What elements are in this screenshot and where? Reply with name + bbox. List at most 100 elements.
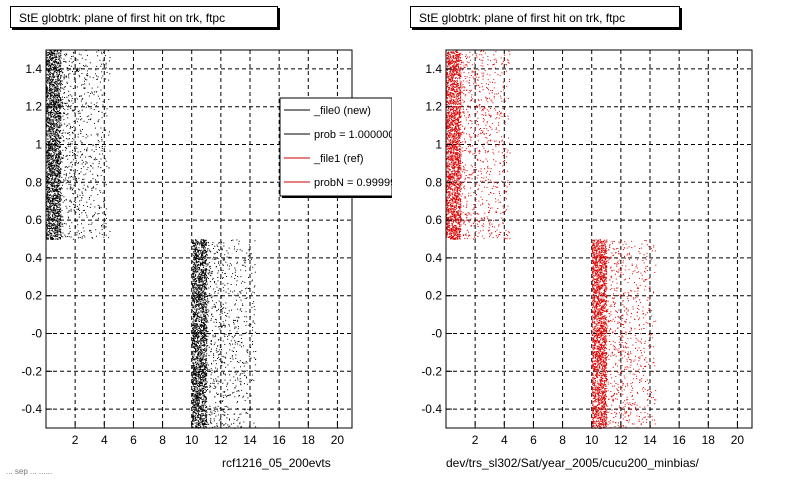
data-point-region-0 bbox=[49, 197, 51, 199]
data-point-region-0 bbox=[56, 219, 58, 221]
data-point-region-0 bbox=[57, 76, 59, 78]
data-point-region-2 bbox=[202, 359, 204, 361]
data-point-region-2 bbox=[197, 274, 199, 276]
data-point-region-2 bbox=[202, 336, 204, 338]
data-point-region-0 bbox=[54, 131, 56, 133]
data-point-region-0 bbox=[52, 189, 54, 191]
data-point-region-2 bbox=[205, 385, 207, 387]
data-point-region-1 bbox=[84, 80, 85, 82]
data-point-region-0 bbox=[50, 63, 52, 65]
data-point-region-2 bbox=[200, 372, 202, 374]
data-point-region-0 bbox=[46, 210, 48, 212]
data-point-region-2 bbox=[192, 287, 194, 289]
data-point-region-2 bbox=[204, 403, 206, 405]
data-point-region-2 bbox=[201, 325, 203, 326]
data-point-region-0 bbox=[58, 209, 60, 211]
data-point-region-0 bbox=[54, 145, 56, 147]
data-point-region-2 bbox=[197, 271, 199, 273]
data-point-region-2 bbox=[196, 349, 198, 351]
data-point-region-0 bbox=[56, 200, 58, 201]
data-point-region-2 bbox=[205, 320, 207, 322]
data-point-region-1 bbox=[93, 103, 95, 105]
data-point-region-2 bbox=[192, 282, 194, 284]
data-point-region-0 bbox=[50, 100, 52, 102]
data-point-region-0 bbox=[49, 225, 51, 227]
data-point-region-2 bbox=[205, 251, 207, 253]
data-point-region-1 bbox=[97, 95, 99, 97]
data-point-region-1 bbox=[68, 225, 70, 227]
data-point-region-2 bbox=[199, 328, 201, 329]
data-point-region-2 bbox=[198, 312, 200, 314]
data-point-region-0 bbox=[55, 209, 57, 211]
data-point-region-2 bbox=[205, 258, 207, 260]
data-point-region-2 bbox=[191, 284, 193, 285]
data-point-region-0 bbox=[52, 112, 54, 114]
data-point-region-2 bbox=[197, 279, 199, 281]
data-point-region-0 bbox=[55, 69, 57, 71]
data-point-region-2 bbox=[193, 332, 195, 334]
data-point-region-1 bbox=[87, 105, 89, 107]
data-point-region-2 bbox=[194, 346, 196, 348]
data-point-region-2 bbox=[195, 409, 197, 411]
data-point-region-0 bbox=[56, 76, 58, 78]
data-point-region-0 bbox=[48, 197, 50, 199]
data-point-region-2 bbox=[201, 331, 203, 333]
data-point-region-2 bbox=[191, 376, 193, 378]
data-point-region-2 bbox=[204, 363, 206, 365]
data-point-region-0 bbox=[50, 174, 51, 176]
data-point-region-2 bbox=[204, 324, 206, 325]
data-point-region-2 bbox=[193, 336, 195, 338]
data-point-region-1 bbox=[101, 138, 103, 140]
data-point-region-2 bbox=[198, 341, 200, 343]
data-point-region-0 bbox=[55, 108, 57, 110]
data-point-region-2 bbox=[197, 415, 198, 417]
data-point-region-0 bbox=[50, 60, 52, 61]
data-point-region-0 bbox=[46, 62, 48, 64]
data-point-region-1 bbox=[104, 151, 106, 152]
data-point-region-2 bbox=[192, 412, 194, 414]
data-point-region-2 bbox=[195, 378, 197, 379]
data-point-region-2 bbox=[191, 389, 193, 390]
data-point-region-1 bbox=[74, 210, 76, 212]
data-point-region-2 bbox=[200, 293, 201, 295]
data-point-region-1 bbox=[86, 216, 88, 218]
data-point-region-0 bbox=[51, 184, 52, 186]
data-point-region-1 bbox=[77, 230, 79, 232]
data-point-region-0 bbox=[58, 58, 60, 60]
data-point-region-0 bbox=[52, 154, 54, 156]
data-point-region-2 bbox=[203, 328, 205, 330]
data-point-region-2 bbox=[198, 371, 200, 373]
data-point-region-2 bbox=[194, 266, 196, 268]
data-point-region-2 bbox=[204, 377, 206, 379]
data-point-region-0 bbox=[54, 61, 56, 63]
data-point-region-2 bbox=[195, 380, 197, 382]
data-point-region-2 bbox=[202, 383, 203, 385]
data-point-region-2 bbox=[197, 242, 198, 244]
data-point-region-0 bbox=[54, 98, 56, 100]
data-point-region-0 bbox=[51, 99, 53, 101]
data-point-region-1 bbox=[92, 178, 94, 180]
data-point-region-2 bbox=[204, 363, 206, 364]
data-point-region-0 bbox=[55, 50, 57, 52]
data-point-region-2 bbox=[194, 328, 196, 330]
data-point-region-0 bbox=[48, 221, 50, 223]
data-point-region-0 bbox=[56, 145, 58, 147]
data-point-region-2 bbox=[195, 244, 197, 246]
data-point-region-0 bbox=[49, 115, 51, 117]
data-point-region-0 bbox=[48, 173, 50, 175]
data-point-region-1 bbox=[75, 70, 77, 72]
data-point-region-0 bbox=[58, 196, 60, 198]
data-point-region-0 bbox=[49, 155, 51, 157]
data-point-region-2 bbox=[206, 406, 208, 408]
data-point-region-2 bbox=[199, 330, 201, 332]
data-point-region-0 bbox=[59, 154, 61, 156]
data-point-region-1 bbox=[61, 161, 63, 163]
data-point-region-1 bbox=[81, 159, 83, 161]
data-point-region-2 bbox=[201, 338, 203, 340]
data-point-region-0 bbox=[55, 173, 57, 175]
data-point-region-2 bbox=[205, 316, 207, 318]
data-point-region-2 bbox=[198, 303, 200, 305]
data-point-region-2 bbox=[204, 344, 206, 346]
data-point-region-0 bbox=[56, 198, 58, 199]
data-point-region-2 bbox=[199, 365, 201, 367]
